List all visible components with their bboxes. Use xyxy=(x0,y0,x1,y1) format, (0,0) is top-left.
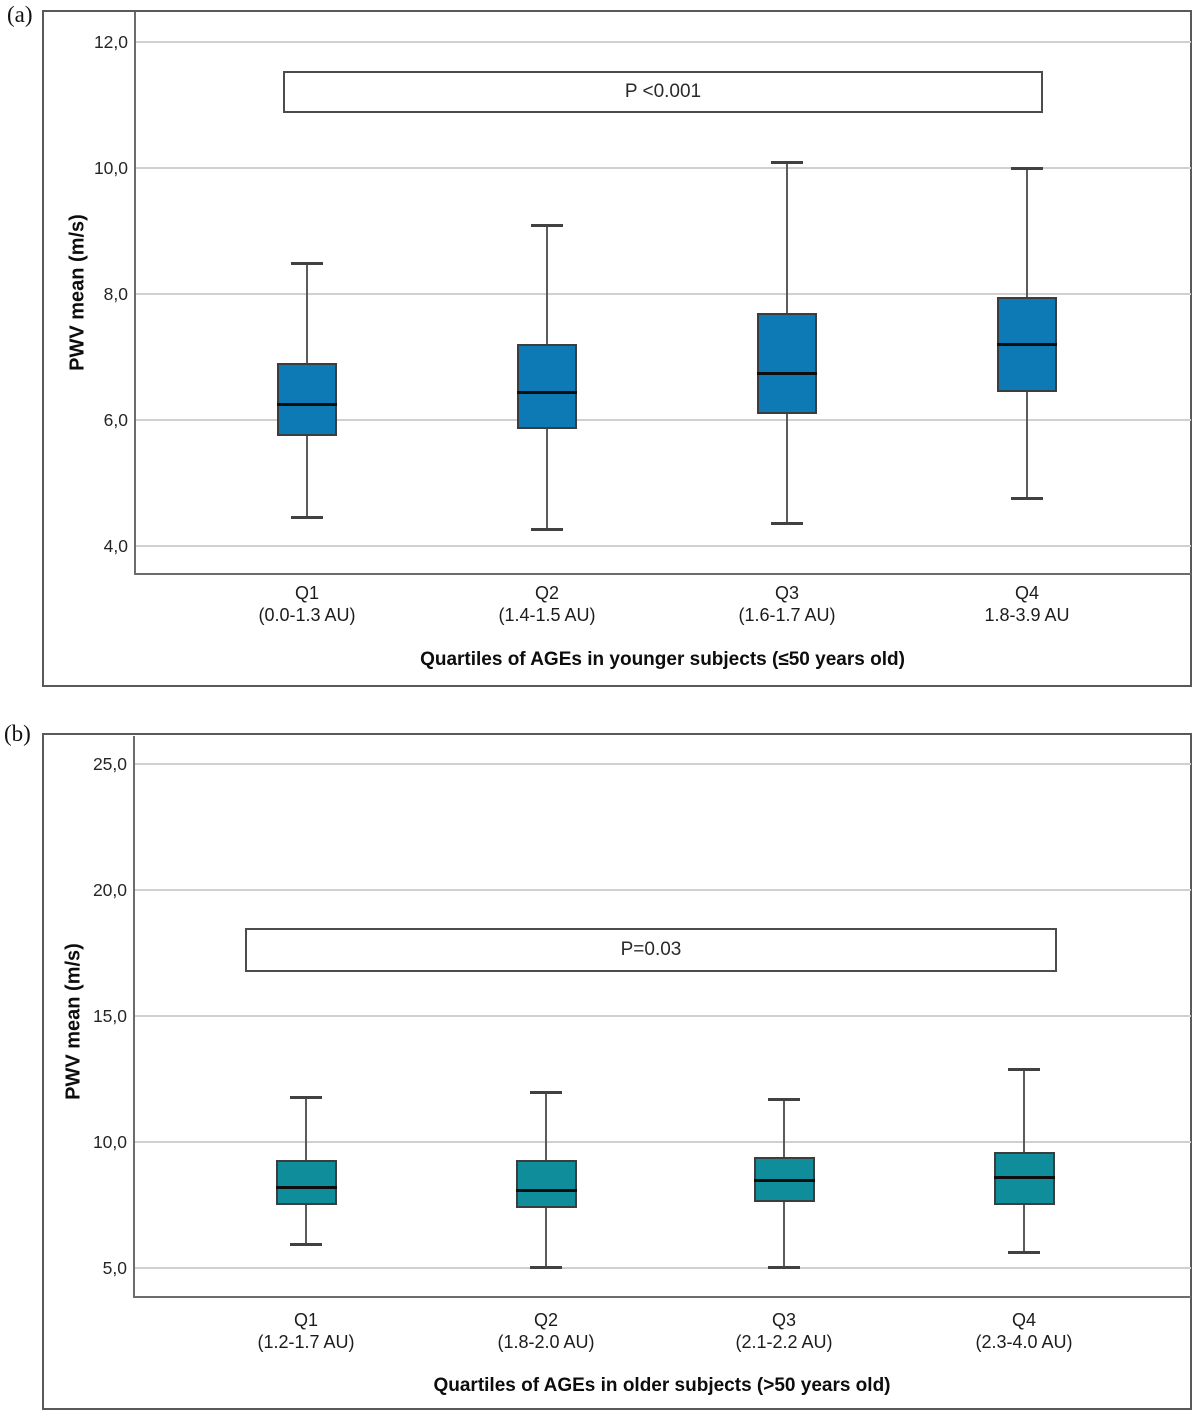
median-line xyxy=(993,1176,1055,1180)
whisker-cap-upper xyxy=(530,1090,562,1094)
gridline-10,0 xyxy=(136,167,1191,170)
whisker-cap-upper xyxy=(531,223,563,227)
whisker-cap-lower xyxy=(291,515,323,519)
gridline-10,0 xyxy=(135,1141,1191,1143)
gridline-4,0 xyxy=(136,544,1191,547)
panel-b-pvalue-box: P=0.03 xyxy=(245,928,1057,972)
panel-b-y-axis-title: PWV mean (m/s) xyxy=(62,943,85,1100)
panel-a-pvalue-text: P <0.001 xyxy=(624,81,702,102)
panel-a-plot-area xyxy=(134,12,1191,575)
box-iqr xyxy=(515,1159,577,1208)
box-iqr xyxy=(277,363,337,436)
gridline-25,0 xyxy=(135,762,1191,765)
panel-b-pvalue-text: P=0.03 xyxy=(620,939,682,960)
median-line xyxy=(515,1188,577,1192)
panel-a-y-axis-title: PWV mean (m/s) xyxy=(66,214,89,371)
panel-a-x-axis-title: Quartiles of AGEs in younger subjects (≤… xyxy=(420,649,905,670)
box-iqr xyxy=(517,344,577,430)
median-line xyxy=(757,371,817,375)
panel-a-pvalue-box: P <0.001 xyxy=(283,71,1043,113)
gridline-15,0 xyxy=(135,1015,1191,1017)
box-iqr xyxy=(275,1159,337,1205)
panel-b-letter: (b) xyxy=(4,721,31,746)
gridline-6,0 xyxy=(136,419,1191,421)
whisker-cap-lower xyxy=(768,1266,800,1270)
gridline-12,0 xyxy=(136,41,1191,44)
whisker-cap-upper xyxy=(1008,1067,1040,1071)
whisker-cap-lower xyxy=(530,1266,562,1270)
gridline-5,0 xyxy=(135,1267,1191,1270)
whisker-cap-upper xyxy=(290,1095,322,1099)
whisker-cap-lower xyxy=(290,1243,322,1247)
median-line xyxy=(277,403,337,407)
median-line xyxy=(997,343,1057,347)
panel-b-x-axis-title: Quartiles of AGEs in older subjects (>50… xyxy=(433,1375,891,1396)
whisker-cap-lower xyxy=(531,528,563,532)
whisker-cap-lower xyxy=(771,521,803,525)
median-line xyxy=(753,1178,815,1182)
panel-a-letter: (a) xyxy=(7,2,33,27)
whisker-cap-upper xyxy=(291,261,323,265)
panel-b-plot-area xyxy=(133,736,1191,1298)
box-iqr xyxy=(757,312,817,414)
whisker-cap-upper xyxy=(771,160,803,164)
whisker-cap-upper xyxy=(768,1098,800,1102)
gridline-20,0 xyxy=(135,888,1191,891)
median-line xyxy=(517,390,577,394)
whisker-cap-lower xyxy=(1011,496,1043,500)
whisker-cap-lower xyxy=(1008,1250,1040,1254)
gridline-8,0 xyxy=(136,293,1191,296)
whisker-cap-upper xyxy=(1011,167,1043,171)
median-line xyxy=(275,1186,337,1190)
